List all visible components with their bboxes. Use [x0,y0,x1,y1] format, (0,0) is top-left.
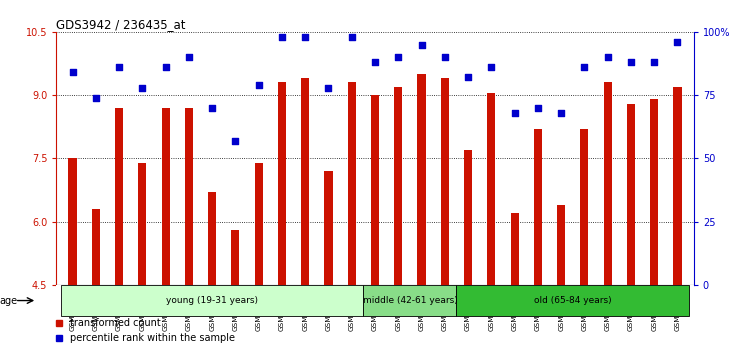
Bar [161,108,170,285]
Text: age: age [0,296,18,306]
Point [253,82,265,88]
Bar [457,285,689,316]
Bar [534,129,542,285]
Point [648,59,660,65]
Point [206,105,218,111]
Bar [231,230,239,285]
Point [462,75,474,80]
Point [160,64,172,70]
Point [276,34,288,40]
Point [439,55,451,60]
Text: old (65-84 years): old (65-84 years) [534,296,611,305]
Bar [464,150,472,285]
Bar [627,104,635,285]
Bar [511,213,519,285]
Point [90,95,102,101]
Point [299,34,311,40]
Bar [115,108,123,285]
Bar [325,171,332,285]
Bar [92,209,100,285]
Point [392,55,404,60]
Bar [394,87,402,285]
Bar [371,95,379,285]
Bar [278,82,286,285]
Point [230,138,242,143]
Text: young (19-31 years): young (19-31 years) [166,296,258,305]
Point [346,34,358,40]
Bar [184,108,193,285]
Point [671,39,683,45]
Point [578,64,590,70]
Point [416,42,428,47]
Text: percentile rank within the sample: percentile rank within the sample [70,333,236,343]
Text: GDS3942 / 236435_at: GDS3942 / 236435_at [56,18,186,31]
Point [67,69,79,75]
Bar [604,82,612,285]
Bar [348,82,355,285]
Point [369,59,381,65]
Point [322,85,334,90]
Bar [674,87,682,285]
Bar [441,78,448,285]
Bar [302,78,309,285]
Point [509,110,520,116]
Text: middle (42-61 years): middle (42-61 years) [362,296,458,305]
Bar [418,74,425,285]
Point [625,59,637,65]
Bar [68,159,76,285]
Point [136,85,148,90]
Point [485,64,497,70]
Bar [254,162,262,285]
Bar [580,129,589,285]
Bar [488,93,496,285]
Bar [557,205,566,285]
Bar [61,285,363,316]
Text: transformed count: transformed count [70,318,161,328]
Bar [650,99,658,285]
Point [555,110,567,116]
Point [532,105,544,111]
Bar [208,192,216,285]
Point [183,55,195,60]
Bar [138,162,146,285]
Bar [363,285,457,316]
Point [113,64,125,70]
Point [602,55,613,60]
